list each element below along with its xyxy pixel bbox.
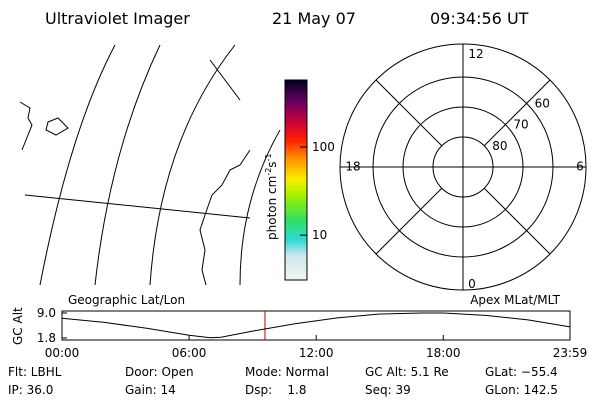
spoke (375, 187, 443, 255)
x-tick-label: 12:00 (299, 346, 334, 360)
y-tick-label: 9.0 (37, 306, 56, 320)
lat-label: 60 (535, 96, 550, 110)
status-field: Gain: 14 (125, 383, 176, 397)
x-tick-label: 00:00 (45, 346, 80, 360)
status-field: GC Alt: 5.1 Re (365, 365, 449, 379)
lat-ring (372, 76, 554, 258)
hour-label: 0 (468, 277, 476, 291)
status-field: IP: 36.0 (8, 383, 53, 397)
polar-grid (339, 43, 587, 291)
x-tick-label: 23:59 (553, 346, 588, 360)
colorbar (284, 79, 308, 281)
hour-label: 6 (576, 160, 584, 174)
status-field: Mode: Normal (245, 365, 329, 379)
status-field: GLat: −55.4 (485, 365, 558, 379)
status-field: Seq: 39 (365, 383, 411, 397)
altitude-curve (61, 312, 571, 339)
left-label: Geographic Lat/Lon (68, 293, 185, 307)
spoke (375, 79, 443, 147)
title: Ultraviolet Imager (45, 9, 190, 28)
time: 09:34:56 UT (430, 9, 529, 28)
status-field: Flt: LBHL (8, 365, 62, 379)
y-tick-label: 1.8 (37, 331, 56, 345)
lat-label: 80 (492, 139, 507, 153)
colorbar-tick-label: 10 (312, 228, 327, 242)
status-field: Dsp: 1.8 (245, 383, 307, 397)
right-label: Apex MLat/MLT (470, 293, 560, 307)
spoke (483, 187, 551, 255)
status-field: Door: Open (125, 365, 194, 379)
map (19, 44, 281, 286)
colorbar-label: photon cm-2s-1 (264, 153, 279, 240)
x-tick-label: 06:00 (172, 346, 207, 360)
x-tick-label: 18:00 (426, 346, 461, 360)
axis-label: GC Alt (11, 307, 25, 345)
status-field: GLon: 142.5 (485, 383, 558, 397)
spoke (483, 79, 551, 147)
lat-ring (402, 106, 524, 228)
hour-label: 18 (345, 160, 360, 174)
hour-label: 12 (468, 47, 483, 61)
lat-label: 70 (513, 118, 528, 132)
date: 21 May 07 (272, 9, 356, 28)
lat-ring (432, 136, 494, 198)
colorbar-tick-label: 100 (312, 140, 335, 154)
